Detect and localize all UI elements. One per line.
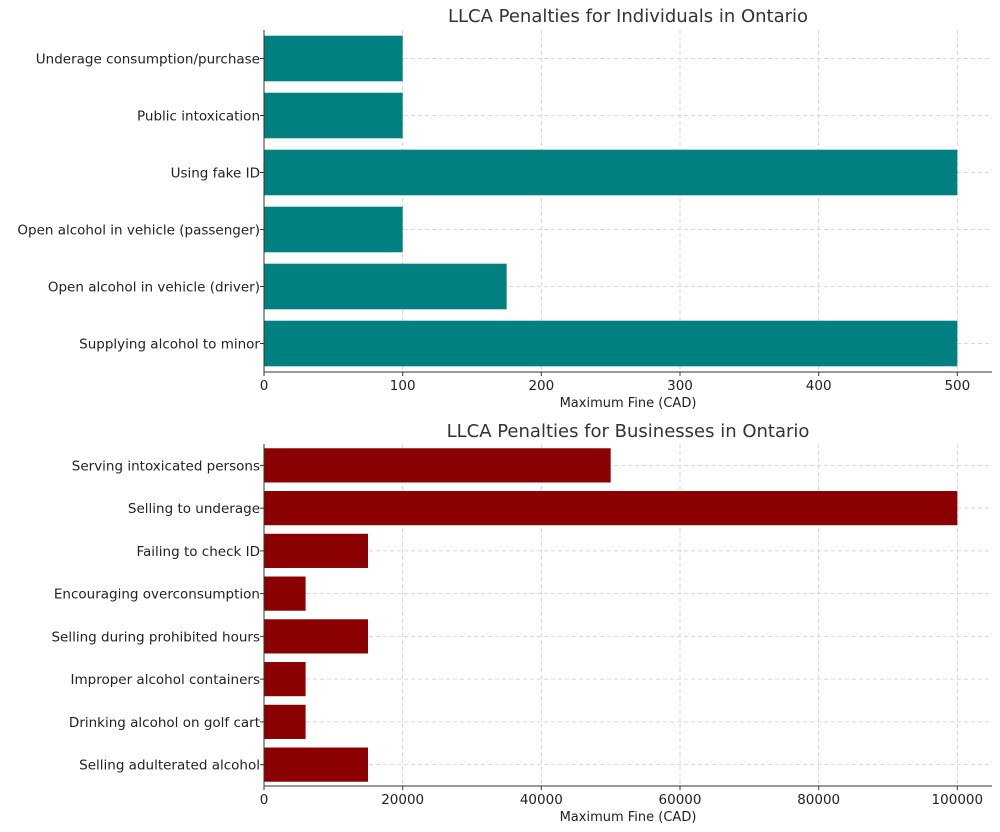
businesses-category-label: Improper alcohol containers xyxy=(71,672,261,688)
businesses-bar xyxy=(264,619,368,654)
individuals-bar xyxy=(264,320,958,367)
individuals-bar xyxy=(264,206,403,253)
individuals-x-tick-label: 400 xyxy=(806,378,832,394)
individuals-chart: LLCA Penalties for Individuals in Ontari… xyxy=(17,6,992,411)
individuals-bar xyxy=(264,149,958,196)
businesses-x-tick-label: 80000 xyxy=(797,792,840,808)
businesses-category-label: Drinking alcohol on golf cart xyxy=(69,715,260,731)
businesses-bar xyxy=(264,662,306,697)
businesses-bar xyxy=(264,448,611,483)
individuals-bar xyxy=(264,92,403,139)
businesses-bar xyxy=(264,747,368,782)
businesses-x-tick-label: 100000 xyxy=(932,792,984,808)
individuals-bar xyxy=(264,263,507,310)
businesses-category-label: Serving intoxicated persons xyxy=(72,458,260,474)
individuals-x-tick-label: 100 xyxy=(390,378,416,394)
businesses-category-label: Encouraging overconsumption xyxy=(54,587,260,603)
businesses-bar xyxy=(264,533,368,568)
businesses-category-label: Selling during prohibited hours xyxy=(51,629,260,645)
individuals-category-label: Supplying alcohol to minor xyxy=(79,337,260,353)
businesses-category-label: Selling adulterated alcohol xyxy=(79,758,260,774)
individuals-category-label: Using fake ID xyxy=(171,166,260,182)
businesses-x-tick-label: 40000 xyxy=(520,792,563,808)
businesses-chart: LLCA Penalties for Businesses in Ontario… xyxy=(51,421,992,825)
businesses-x-tick-label: 0 xyxy=(260,792,269,808)
businesses-bar xyxy=(264,491,958,526)
businesses-x-tick-label: 60000 xyxy=(659,792,702,808)
businesses-category-label: Selling to underage xyxy=(128,501,260,517)
individuals-category-label: Public intoxication xyxy=(137,109,260,125)
individuals-x-tick-label: 200 xyxy=(528,378,554,394)
businesses-x-tick-label: 20000 xyxy=(381,792,424,808)
businesses-x-axis-label: Maximum Fine (CAD) xyxy=(560,810,697,825)
individuals-category-label: Open alcohol in vehicle (passenger) xyxy=(17,223,260,239)
individuals-x-tick-label: 0 xyxy=(260,378,269,394)
individuals-category-label: Underage consumption/purchase xyxy=(36,52,260,68)
individuals-chart-title: LLCA Penalties for Individuals in Ontari… xyxy=(448,6,808,27)
businesses-category-label: Failing to check ID xyxy=(136,544,260,560)
individuals-x-tick-label: 300 xyxy=(667,378,693,394)
individuals-x-tick-label: 500 xyxy=(944,378,970,394)
individuals-category-label: Open alcohol in vehicle (driver) xyxy=(48,280,260,296)
individuals-x-axis-label: Maximum Fine (CAD) xyxy=(560,396,697,411)
individuals-bar xyxy=(264,35,403,82)
businesses-bar xyxy=(264,704,306,739)
businesses-chart-title: LLCA Penalties for Businesses in Ontario xyxy=(447,421,810,442)
businesses-bar xyxy=(264,576,306,611)
